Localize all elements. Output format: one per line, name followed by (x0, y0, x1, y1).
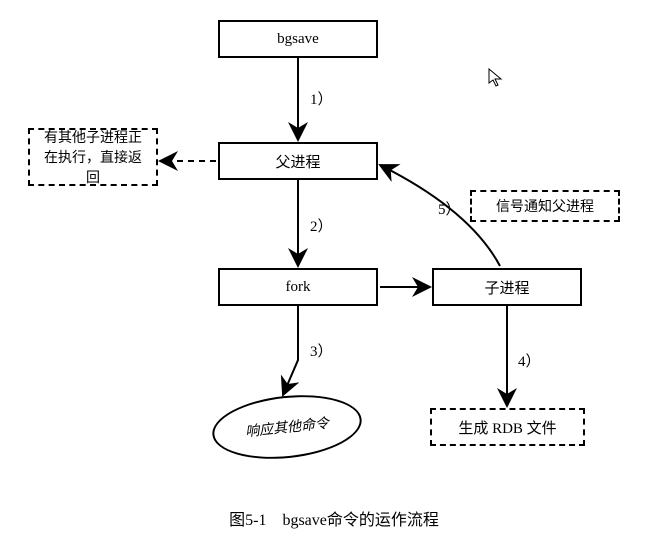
node-label: 信号通知父进程 (496, 196, 594, 216)
node-signal: 信号通知父进程 (470, 190, 620, 222)
node-other-child: 有其他子进程正在执行，直接返回 (28, 128, 158, 186)
figure-caption: 图5-1 bgsave命令的运作流程 (0, 506, 668, 530)
node-label: 父进程 (275, 151, 320, 172)
edge-label-1: 1） (310, 88, 333, 109)
edge-label-2: 2） (310, 215, 333, 236)
flowchart-diagram: bgsave 有其他子进程正在执行，直接返回 父进程 fork 子进程 信号通知… (0, 0, 668, 546)
node-respond: 响应其他命令 (209, 388, 365, 465)
node-label: 响应其他命令 (244, 413, 330, 442)
node-child: 子进程 (432, 268, 582, 306)
node-bgsave: bgsave (218, 20, 378, 58)
node-label: 有其他子进程正在执行，直接返回 (38, 127, 148, 187)
mouse-cursor-icon (488, 68, 504, 88)
node-label: bgsave (277, 31, 319, 48)
node-parent: 父进程 (218, 142, 378, 180)
node-label: fork (286, 279, 311, 296)
node-label: 子进程 (484, 277, 529, 298)
edge-label-4: 4） (518, 350, 541, 371)
node-label: 生成 RDB 文件 (458, 417, 556, 438)
node-fork: fork (218, 268, 378, 306)
edge-label-3: 3） (310, 340, 333, 361)
edge-label-5: 5） (438, 198, 461, 219)
node-rdb: 生成 RDB 文件 (430, 408, 585, 446)
